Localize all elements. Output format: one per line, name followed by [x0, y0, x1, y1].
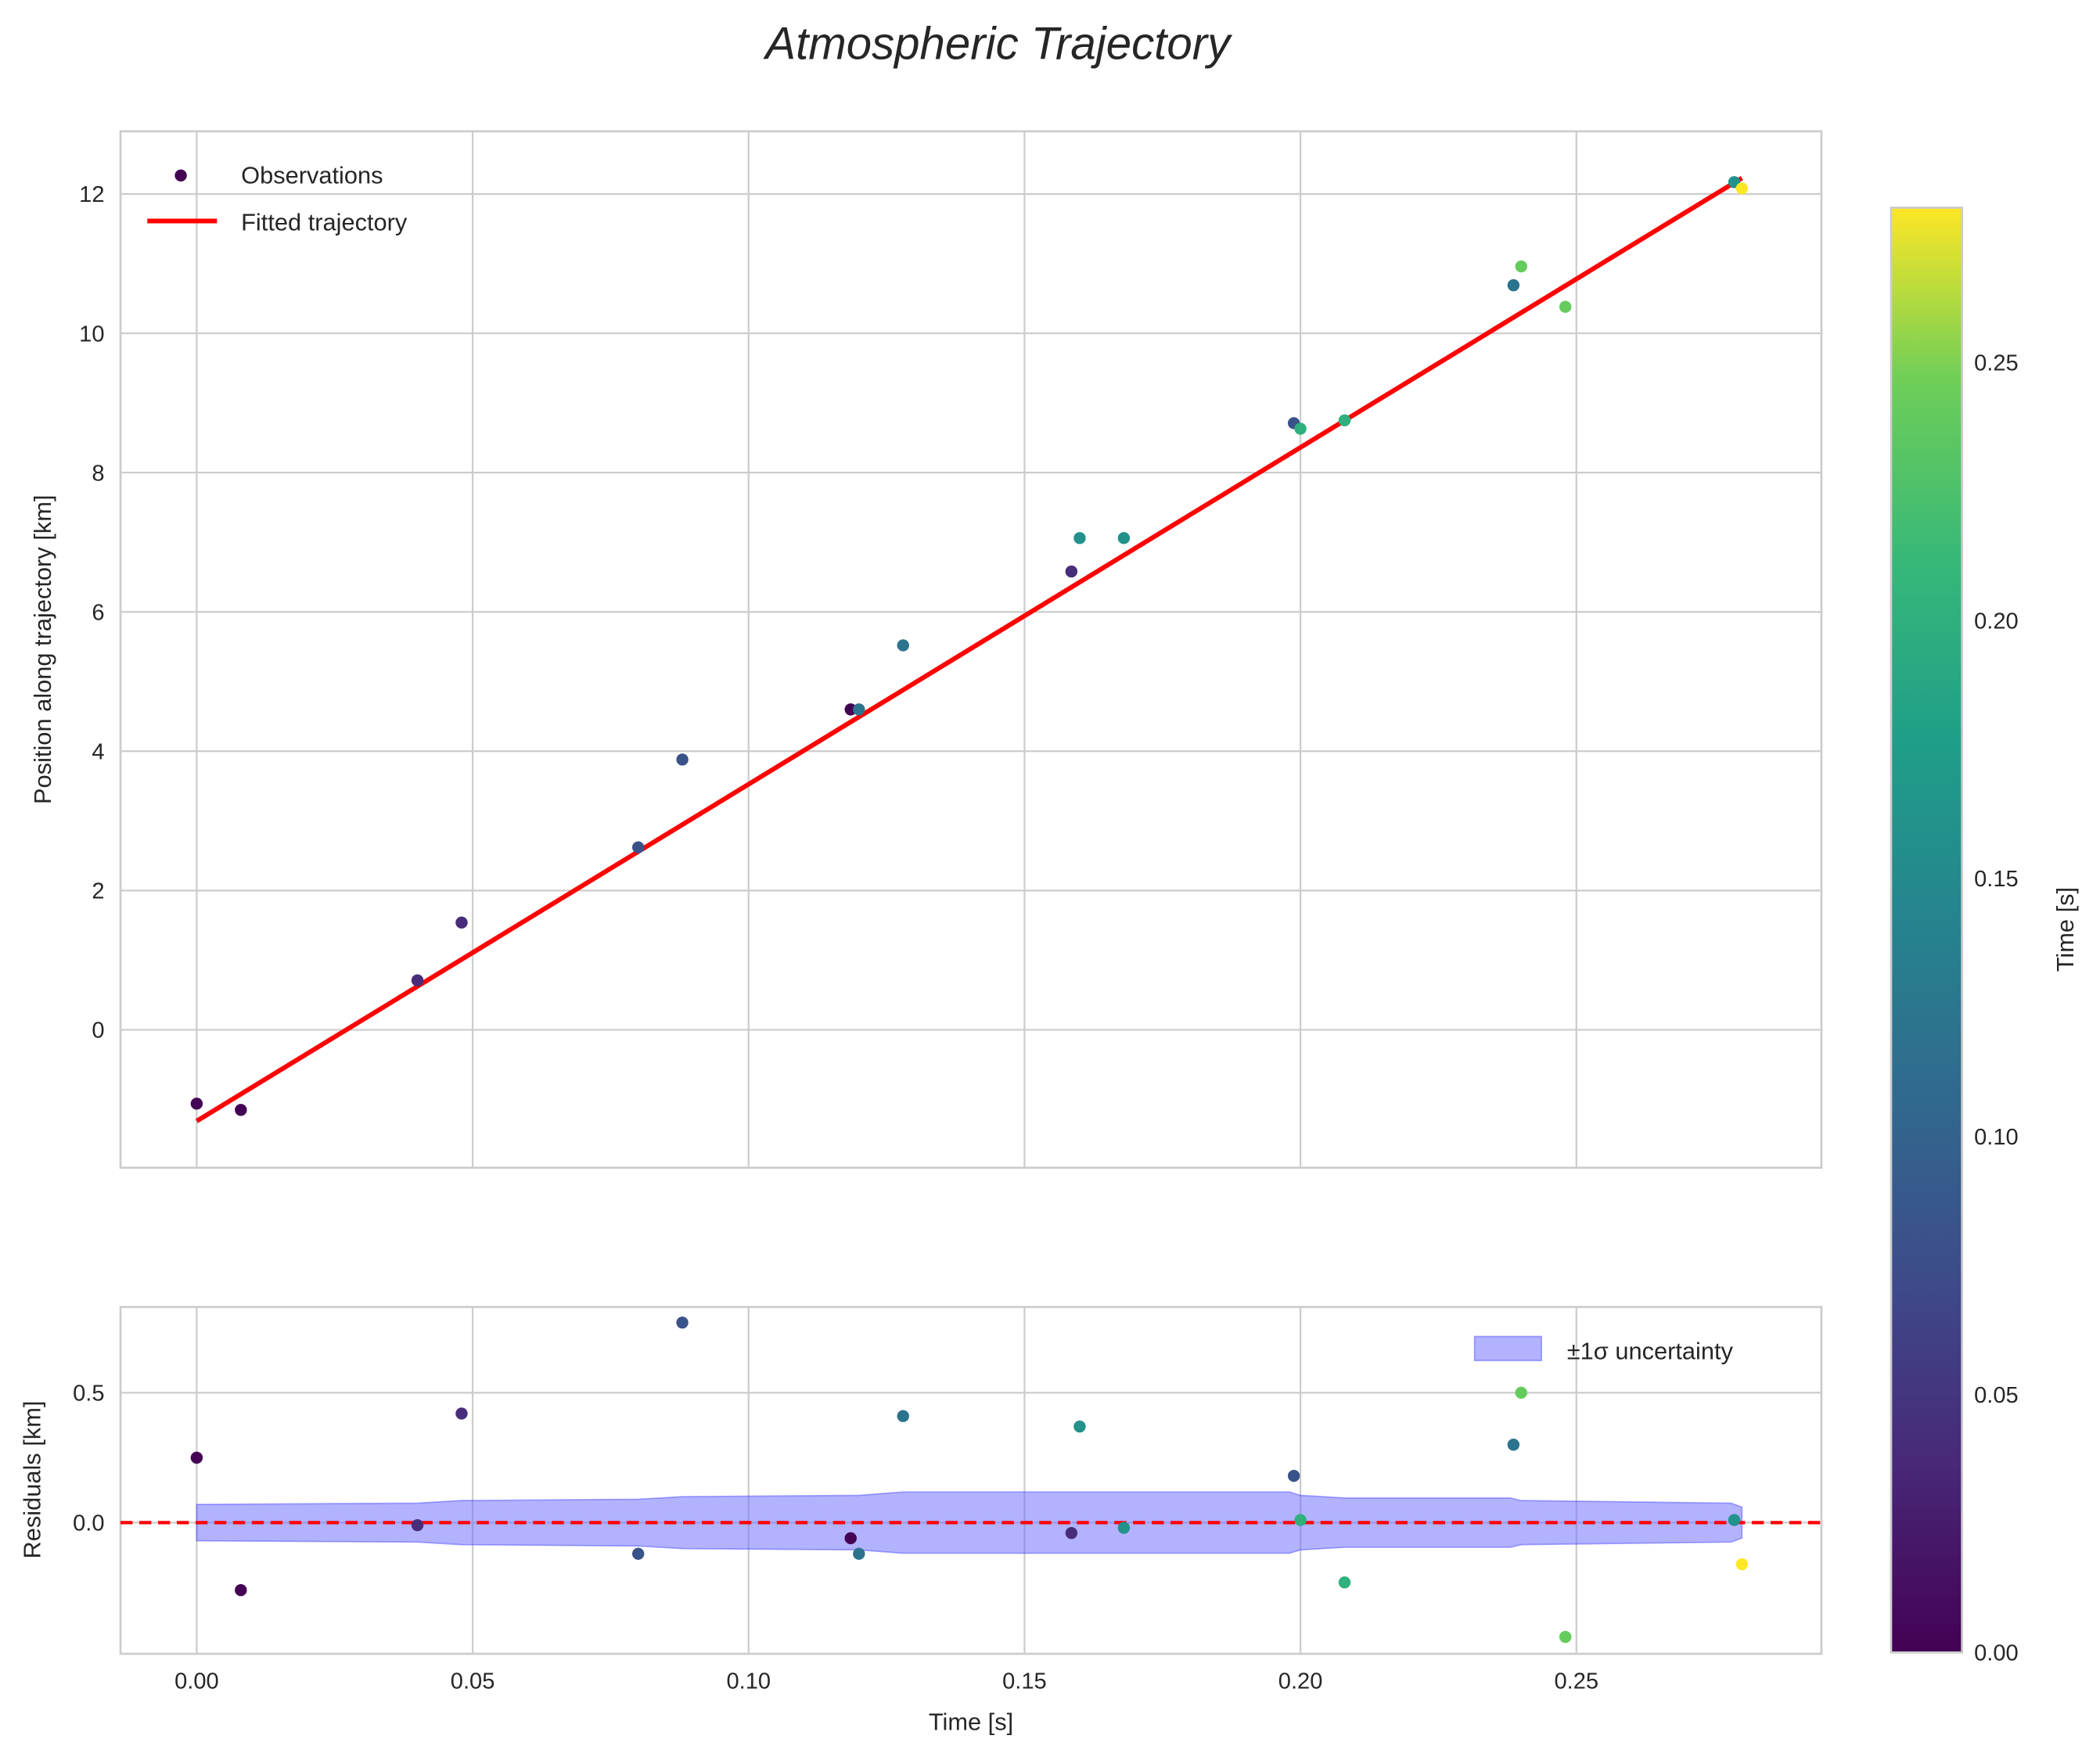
legend-observations-marker	[174, 169, 187, 182]
residual-point	[844, 1532, 857, 1545]
colorbar-tick-label: 0.25	[1974, 351, 2019, 376]
colorbar: 0.00 0.05 0.10 0.15 0.20 0.25 Time [s]	[1890, 207, 2079, 1666]
observation-point	[1294, 422, 1307, 435]
trajectory-axes: 0 2 4 6 8 10 12 Position along trajectory [km] O…	[29, 130, 1823, 1170]
colorbar-gradient	[1890, 207, 1964, 1654]
residual-point	[853, 1547, 865, 1560]
x-tick-label: 0.20	[1278, 1669, 1323, 1694]
residual-point	[676, 1316, 689, 1329]
colorbar-label: Time [s]	[2051, 887, 2079, 972]
residual-point	[1559, 1630, 1572, 1644]
residual-point	[1338, 1576, 1351, 1589]
residual-point	[1294, 1514, 1307, 1526]
y-tick-label: 0.5	[73, 1382, 104, 1407]
observation-point	[853, 703, 865, 716]
observation-point	[235, 1104, 247, 1116]
residual-point	[235, 1584, 247, 1597]
x-tick-label: 0.00	[174, 1669, 219, 1694]
residual-axes: 0.00 0.05 0.10 0.15 0.20 0.25 0.0 0.5 Residuals …	[18, 1306, 1823, 1736]
observation-point	[1559, 300, 1572, 313]
observation-point	[1507, 278, 1520, 292]
observation-point	[1117, 532, 1131, 544]
x-axis-label: Time [s]	[929, 1708, 1013, 1736]
residual-point	[631, 1547, 645, 1560]
observation-point	[676, 753, 689, 766]
x-tick-label: 0.05	[451, 1669, 495, 1694]
legend-fit-label: Fitted trajectory	[241, 209, 408, 236]
residual-point	[1735, 1558, 1749, 1571]
colorbar-tick-label: 0.00	[1974, 1641, 2019, 1666]
observation-point	[1735, 182, 1749, 195]
observation-point	[1065, 565, 1078, 578]
y-tick-label: 12	[79, 182, 104, 207]
legend-uncertainty-patch	[1473, 1335, 1543, 1362]
colorbar-tick-label: 0.20	[1974, 609, 2019, 634]
chart-title: Atmospheric Trajectory	[763, 18, 1233, 69]
residual-point	[1507, 1439, 1520, 1451]
residual-point	[897, 1410, 909, 1422]
y-tick-label: 0.0	[73, 1511, 104, 1536]
x-tick-label: 0.15	[1002, 1669, 1047, 1694]
y-axis-label: Position along trajectory [km]	[29, 495, 56, 804]
plot-area	[120, 1306, 1821, 1655]
colorbar-tick-label: 0.15	[1974, 867, 2019, 892]
residual-point	[190, 1451, 203, 1464]
observation-point	[1073, 532, 1086, 544]
fitted-trajectory-line	[195, 175, 1743, 1123]
residual-point	[411, 1519, 424, 1532]
y-tick-label: 2	[92, 879, 104, 904]
y-tick-label: 0	[92, 1019, 104, 1044]
observation-point	[844, 703, 857, 716]
axes-frame	[119, 1306, 1823, 1655]
observation-point	[455, 916, 468, 929]
colorbar-tick-label: 0.10	[1974, 1125, 2019, 1150]
residual-point	[1287, 1469, 1300, 1482]
residual-point	[1117, 1522, 1131, 1534]
observation-point	[1338, 414, 1351, 427]
residual-point	[455, 1407, 468, 1420]
observation-point	[631, 841, 645, 853]
y-tick-label: 10	[79, 322, 104, 347]
x-tick-label: 0.25	[1554, 1669, 1598, 1694]
y-axis-label: Residuals [km]	[18, 1401, 45, 1559]
axes-frame	[119, 130, 1823, 1170]
residual-point	[1728, 1514, 1741, 1526]
y-tick-label: 4	[92, 740, 104, 765]
observation-point	[411, 974, 424, 986]
legend-uncertainty-label: ±1σ uncertainty	[1567, 1338, 1734, 1365]
legend-observations-label: Observations	[241, 162, 383, 189]
x-tick-label: 0.10	[726, 1669, 771, 1694]
observation-point	[1515, 260, 1527, 273]
y-tick-label: 6	[92, 600, 104, 625]
observation-point	[897, 639, 909, 652]
y-tick-label: 8	[92, 461, 104, 486]
residual-point	[1073, 1420, 1086, 1433]
observation-point	[190, 1098, 203, 1110]
colorbar-tick-label: 0.05	[1974, 1383, 2019, 1408]
residual-point	[1065, 1526, 1078, 1540]
residual-point	[1515, 1386, 1527, 1399]
